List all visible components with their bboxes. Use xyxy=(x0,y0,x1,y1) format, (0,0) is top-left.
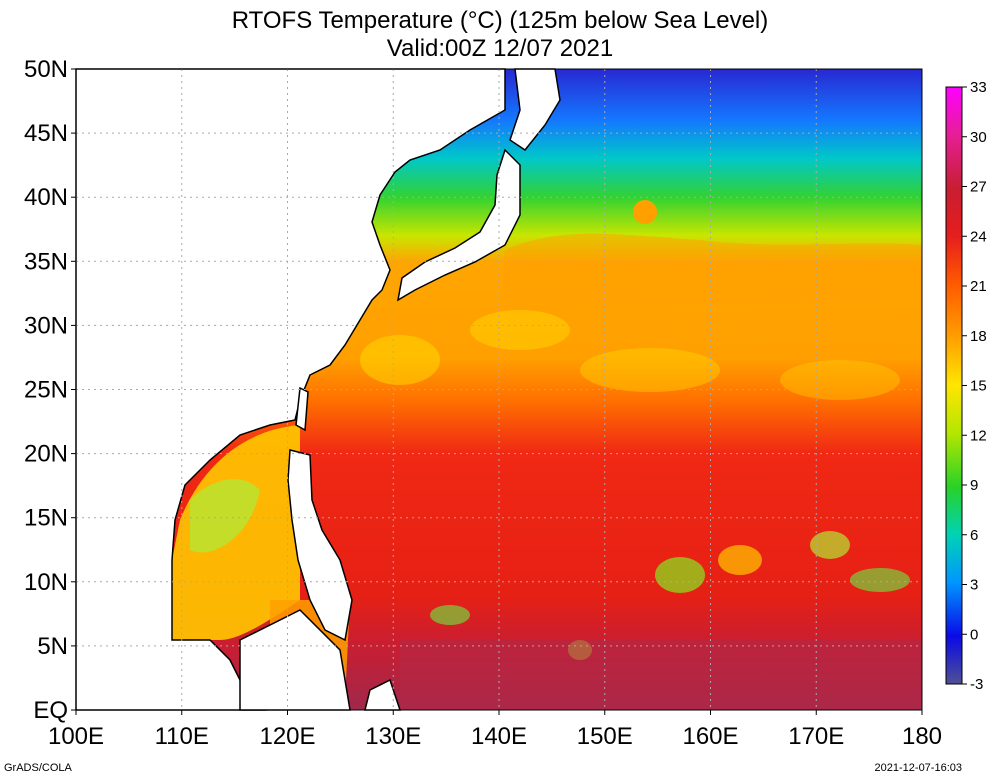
lon-tick-label: 110E xyxy=(155,723,209,750)
colorbar-ramp xyxy=(945,86,963,685)
lat-tick-label: EQ xyxy=(33,697,68,724)
colorbar-tick-label: 18 xyxy=(970,328,987,345)
colorbar-tick-label: 27 xyxy=(970,179,987,196)
lat-tick-label: 50N xyxy=(24,56,68,83)
colorbar-tick-label: 0 xyxy=(970,626,978,643)
lon-tick-label: 170E xyxy=(788,723,844,750)
lat-tick-label: 45N xyxy=(24,120,68,147)
colorbar-tick-label: 6 xyxy=(970,527,978,544)
lon-tick-label: 150E xyxy=(577,723,633,750)
lat-tick-label: 25N xyxy=(24,377,68,404)
lat-tick-label: 5N xyxy=(37,633,68,660)
lat-tick-label: 15N xyxy=(24,505,68,532)
map-valid-time: Valid:00Z 12/07 2021 xyxy=(386,35,614,62)
asia-mainland xyxy=(75,68,506,711)
map-title: RTOFS Temperature (°C) (125m below Sea L… xyxy=(231,7,769,34)
lon-tick-label: 120E xyxy=(259,723,315,750)
lon-tick-label: 100E xyxy=(48,723,104,750)
philippines-islands xyxy=(287,449,353,642)
lat-tick-label: 10N xyxy=(24,569,68,596)
footer-timestamp: 2021-12-07-16:03 xyxy=(874,762,962,774)
colorbar-tick-label: -3 xyxy=(970,676,983,693)
colorbar-tick-label: 21 xyxy=(970,278,987,295)
colorbar-tick-label: 12 xyxy=(970,427,987,444)
lat-tick-label: 20N xyxy=(24,441,68,468)
taiwan-island xyxy=(295,386,309,432)
colorbar-tick-label: 3 xyxy=(970,577,978,594)
land-masses xyxy=(75,68,561,711)
colorbar-tick-label: 15 xyxy=(970,378,987,395)
lat-tick-label: 30N xyxy=(24,312,68,339)
colorbar-tick-label: 33 xyxy=(970,79,987,96)
hokkaido-island xyxy=(509,68,561,152)
footer-credit: GrADS/COLA xyxy=(4,762,72,774)
longitude-axis: 100E 110E 120E 130E 140E 150E 160E 170E 180 xyxy=(48,710,942,750)
lon-tick-label: 130E xyxy=(365,723,421,750)
graticule xyxy=(76,69,922,710)
colorbar-tick-label: 30 xyxy=(970,129,987,146)
lon-tick-label: 160E xyxy=(682,723,738,750)
borneo-island xyxy=(239,609,351,711)
latitude-axis: 50N 45N 40N 35N 30N 25N 20N 15N 10N 5N EQ xyxy=(24,56,76,724)
japan-island xyxy=(396,148,521,302)
lon-tick-label: 140E xyxy=(471,723,527,750)
lat-tick-label: 35N xyxy=(24,248,68,275)
colorbar-tick-label: 24 xyxy=(970,228,987,245)
lat-tick-label: 40N xyxy=(24,184,68,211)
lon-tick-label: 180 xyxy=(902,723,942,750)
colorbar-tick-label: 9 xyxy=(970,477,978,494)
